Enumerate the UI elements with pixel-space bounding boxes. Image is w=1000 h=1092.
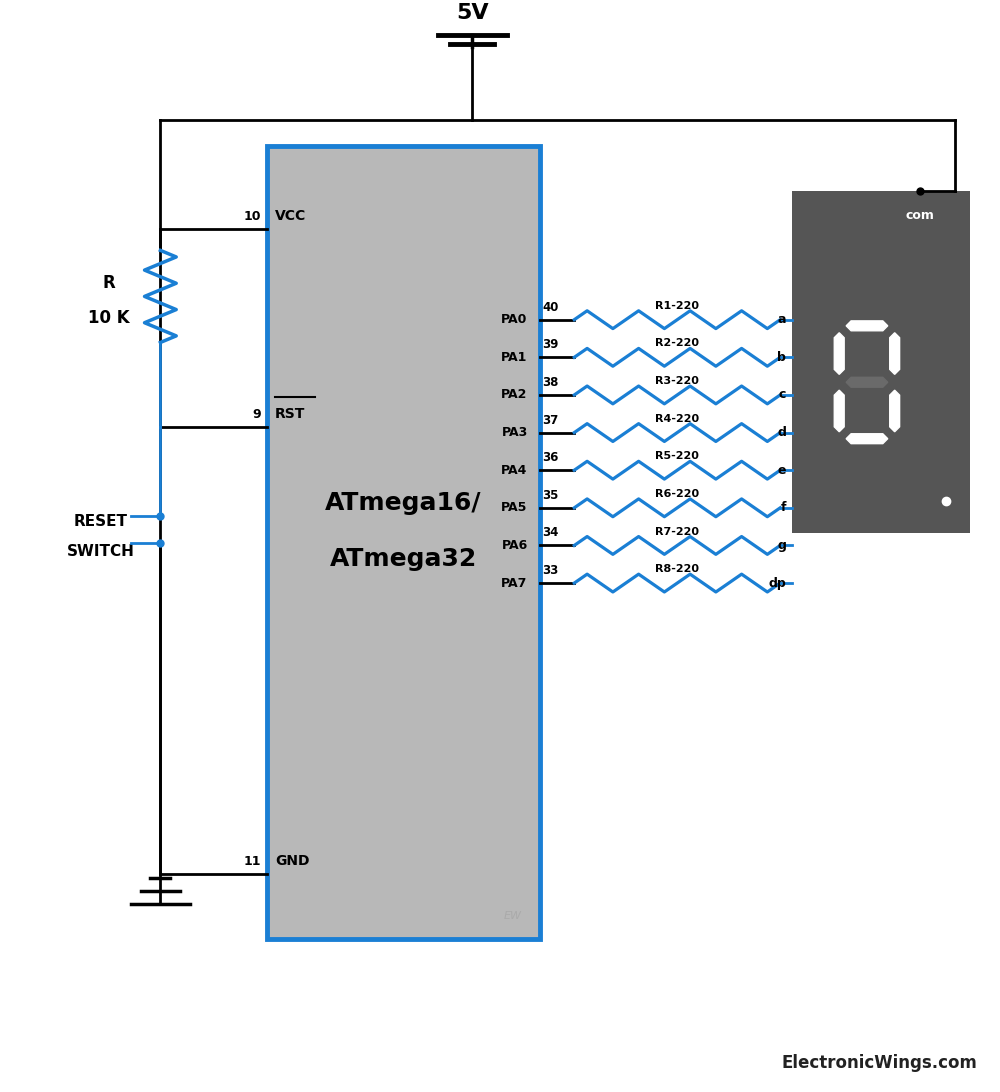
- Text: 35: 35: [543, 489, 559, 502]
- Text: a: a: [778, 313, 786, 327]
- Text: 11: 11: [244, 855, 261, 868]
- Text: 37: 37: [543, 414, 559, 427]
- Text: SWITCH: SWITCH: [67, 544, 135, 559]
- Text: R8-220: R8-220: [655, 565, 699, 574]
- Text: VCC: VCC: [275, 209, 306, 223]
- Polygon shape: [846, 434, 888, 443]
- Polygon shape: [846, 321, 888, 331]
- Text: PA6: PA6: [501, 539, 528, 551]
- Text: PA7: PA7: [501, 577, 528, 590]
- Text: GND: GND: [275, 854, 310, 868]
- Text: dp: dp: [768, 577, 786, 590]
- Text: com: com: [906, 209, 935, 222]
- Text: ElectronicWings.com: ElectronicWings.com: [781, 1054, 977, 1072]
- Text: PA4: PA4: [501, 464, 528, 477]
- Text: g: g: [777, 539, 786, 551]
- Text: PA5: PA5: [501, 501, 528, 514]
- Text: PA1: PA1: [501, 351, 528, 364]
- Text: 10: 10: [244, 210, 261, 223]
- Polygon shape: [890, 333, 900, 375]
- Text: f: f: [781, 501, 786, 514]
- Text: ATmega16/: ATmega16/: [325, 491, 482, 514]
- Text: c: c: [779, 389, 786, 402]
- Text: R5-220: R5-220: [655, 451, 699, 461]
- Text: 33: 33: [543, 565, 559, 578]
- Text: ATmega32: ATmega32: [330, 547, 477, 571]
- Polygon shape: [834, 390, 844, 431]
- Text: 5V: 5V: [456, 2, 489, 23]
- Text: b: b: [777, 351, 786, 364]
- Polygon shape: [846, 378, 888, 388]
- Text: R6-220: R6-220: [655, 489, 699, 499]
- Text: PA2: PA2: [501, 389, 528, 402]
- Text: R3-220: R3-220: [655, 376, 699, 387]
- Text: R4-220: R4-220: [655, 414, 699, 424]
- Text: 10 K: 10 K: [88, 309, 130, 328]
- Text: RST: RST: [275, 406, 306, 420]
- Text: 34: 34: [543, 526, 559, 539]
- Text: d: d: [777, 426, 786, 439]
- Text: PA0: PA0: [501, 313, 528, 327]
- Text: R2-220: R2-220: [655, 339, 699, 348]
- FancyBboxPatch shape: [792, 191, 970, 533]
- Text: RESET: RESET: [74, 514, 128, 530]
- Text: PA3: PA3: [501, 426, 528, 439]
- Text: EW: EW: [504, 911, 522, 921]
- FancyBboxPatch shape: [267, 146, 540, 938]
- Text: e: e: [778, 464, 786, 477]
- Text: R: R: [103, 274, 115, 292]
- Text: R1-220: R1-220: [655, 300, 699, 311]
- Text: 38: 38: [543, 376, 559, 389]
- Text: 40: 40: [543, 300, 559, 313]
- Text: R7-220: R7-220: [655, 526, 699, 536]
- Text: 39: 39: [543, 339, 559, 352]
- Polygon shape: [834, 333, 844, 375]
- Text: 9: 9: [253, 407, 261, 420]
- Polygon shape: [890, 390, 900, 431]
- Text: 36: 36: [543, 451, 559, 464]
